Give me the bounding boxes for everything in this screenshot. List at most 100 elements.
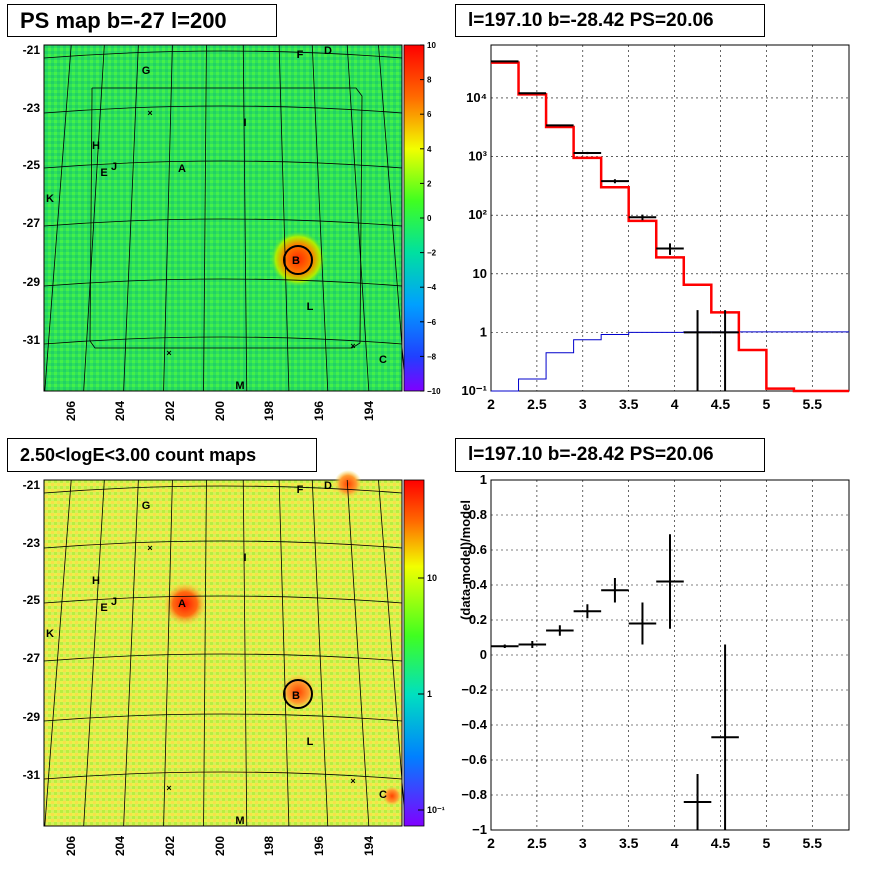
y-tick-label: 10⁴ <box>466 90 487 105</box>
map-bottom-coordinate-grid <box>43 479 406 827</box>
longitude-line <box>44 479 72 827</box>
source-label-c: C <box>379 789 387 801</box>
cross-marker: × <box>350 776 355 786</box>
cross-marker: × <box>166 348 171 358</box>
source-label-f: F <box>297 484 304 496</box>
source-label-m: M <box>235 380 244 392</box>
colorbar-tick-label: −8 <box>427 352 437 361</box>
y-tick-label: −0.6 <box>461 752 487 767</box>
colorbar-tick-label: 6 <box>427 110 432 119</box>
y-tick-label: -29 <box>23 710 41 724</box>
x-tick-label: 194 <box>362 401 376 421</box>
y-tick-label: −0.2 <box>461 682 487 697</box>
longitude-line <box>163 479 173 827</box>
y-tick-label: 10⁻¹ <box>461 383 487 398</box>
map-top-title: PS map b=-27 l=200 <box>7 4 277 37</box>
map-bottom-source-labels: G F D I H E J A K B L C M × × × <box>46 480 387 827</box>
colorbar-tick-label: −2 <box>427 249 437 258</box>
y-tick-label: -23 <box>23 101 41 115</box>
colorbar-tick-label: 1 <box>427 689 432 699</box>
y-tick-label: 0.4 <box>469 577 488 592</box>
x-tick-label: 202 <box>163 836 177 856</box>
source-label-g: G <box>142 500 151 512</box>
x-tick-label: 2.5 <box>527 835 547 851</box>
map-bottom-colorbar-ticks: 10 1 10⁻¹ <box>418 573 445 815</box>
source-label-c: C <box>379 354 387 366</box>
source-c-hotspot <box>382 786 402 806</box>
y-tick-label: -31 <box>23 768 41 782</box>
longitude-line <box>346 479 370 827</box>
y-tick-label: −0.8 <box>461 787 487 802</box>
x-tick-label: 198 <box>262 836 276 856</box>
y-tick-label: 0.2 <box>469 612 487 627</box>
y-tick-label: 0.6 <box>469 542 487 557</box>
x-tick-label: 3 <box>579 835 587 851</box>
map-bottom-colorbar <box>403 479 425 827</box>
map-top-source-labels: G F D I H E J A K B L C M × × × <box>46 45 387 392</box>
y-tick-label: -21 <box>23 43 41 57</box>
x-tick-label: 200 <box>213 836 227 856</box>
x-tick-label: 194 <box>362 836 376 856</box>
roi-boundary <box>89 87 363 349</box>
y-tick-label: -23 <box>23 536 41 550</box>
data-points <box>491 60 739 391</box>
source-label-h: H <box>92 575 100 587</box>
source-label-e: E <box>100 167 107 179</box>
latitude-line <box>43 336 403 345</box>
source-a-hotspot <box>163 582 207 626</box>
map-top-colorbar-ticks: 10 8 6 4 2 0 −2 −4 −6 −8 −10 <box>420 41 441 396</box>
x-tick-label: 5 <box>762 396 770 412</box>
y-tick-label: -25 <box>23 158 41 172</box>
source-label-l: L <box>307 301 314 313</box>
longitude-line <box>378 44 406 392</box>
map-bottom-y-ticks: -21 -23 -25 -27 -29 -31 <box>23 478 41 782</box>
residual-points <box>491 534 739 830</box>
x-tick-label: 5 <box>762 835 770 851</box>
latitude-line <box>43 713 403 722</box>
x-tick-label: 2 <box>487 835 495 851</box>
colorbar-tick-label: 10⁻¹ <box>427 805 445 815</box>
spectrum-y-tick-labels: 10⁻¹ 1 10 10² 10³ 10⁴ <box>461 90 487 398</box>
source-label-l: L <box>307 736 314 748</box>
y-tick-label: -21 <box>23 478 41 492</box>
x-tick-label: 5.5 <box>803 835 823 851</box>
y-tick-label: -31 <box>23 333 41 347</box>
longitude-line <box>242 44 248 392</box>
longitude-line <box>83 479 105 827</box>
map-top-y-ticks: -21 -23 -25 -27 -29 -31 <box>23 43 41 347</box>
spectrum-x-tick-labels: 2 2.5 3 3.5 4 4.5 5 5.5 <box>487 396 822 412</box>
y-tick-label: 1 <box>480 324 487 339</box>
spectrum-plot-frame <box>490 44 850 392</box>
y-tick-label: 10³ <box>468 149 487 164</box>
x-tick-label: 4.5 <box>711 396 731 412</box>
longitude-line <box>311 44 329 392</box>
x-tick-label: 206 <box>64 401 78 421</box>
longitude-line <box>123 479 139 827</box>
longitude-line <box>278 479 290 827</box>
longitude-line <box>278 44 290 392</box>
longitude-line <box>163 44 173 392</box>
map-bottom-frame <box>43 479 403 827</box>
source-label-g: G <box>142 65 151 77</box>
cross-marker: × <box>147 543 152 553</box>
residual-chart: 2 2.5 3 3.5 4 4.5 5 5.5 1 0.8 0.6 0.4 0.2 0 −0.2 −0.4 −0… <box>458 472 850 851</box>
map-top-x-ticks: 206 204 202 200 198 196 194 <box>64 401 376 421</box>
x-tick-label: 3.5 <box>619 396 639 412</box>
cross-marker: × <box>147 108 152 118</box>
source-d-hotspot <box>334 470 362 498</box>
x-tick-label: 200 <box>213 401 227 421</box>
source-label-e: E <box>100 602 107 614</box>
longitude-line <box>203 44 207 392</box>
source-label-k: K <box>46 628 54 640</box>
map-top-frame <box>43 44 403 392</box>
source-label-d: D <box>324 45 332 57</box>
colorbar-tick-label: 10 <box>427 573 437 583</box>
longitude-line <box>311 479 329 827</box>
source-label-a: A <box>178 163 186 175</box>
source-b-circle <box>283 245 313 275</box>
x-tick-label: 204 <box>113 836 127 856</box>
x-tick-label: 4.5 <box>711 835 731 851</box>
y-tick-label: 0.8 <box>469 507 487 522</box>
x-tick-label: 5.5 <box>803 396 823 412</box>
